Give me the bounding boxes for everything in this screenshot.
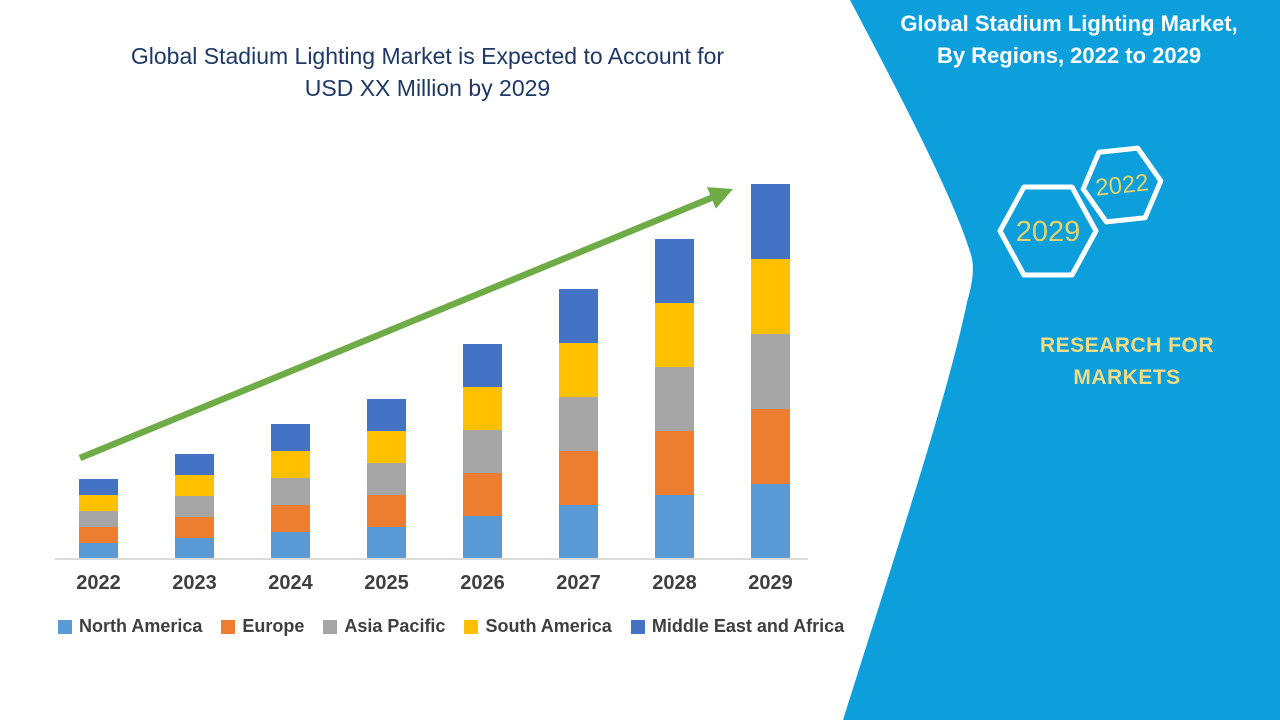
bar-segment-north-america xyxy=(751,484,790,559)
bar-segment-asia-pacific xyxy=(79,511,118,527)
bar-segment-middle-east-and-africa xyxy=(751,184,790,259)
x-axis-label-2023: 2023 xyxy=(172,572,217,594)
bar-segment-europe xyxy=(463,473,502,516)
hexagon-2022-label: 2022 xyxy=(1094,169,1150,201)
legend-swatch xyxy=(323,619,338,634)
bar-segment-south-america xyxy=(175,475,214,496)
x-axis-label-2029: 2029 xyxy=(748,572,793,594)
bar-segment-europe xyxy=(271,505,310,532)
bar-2029 xyxy=(751,184,790,559)
bar-segment-south-america xyxy=(367,431,406,463)
bar-2028 xyxy=(655,239,694,559)
bar-2023 xyxy=(175,454,214,559)
brand-wordmark: RESEARCH FOR MARKETS xyxy=(1018,330,1236,394)
legend-item-north-america: North America xyxy=(58,616,202,637)
bar-2022 xyxy=(79,479,118,559)
brand-line2: MARKETS xyxy=(1073,366,1181,389)
hexagon-2022-badge: 2022 xyxy=(1080,145,1164,225)
legend-item-europe: Europe xyxy=(221,616,304,637)
chart-legend: North America Europe Asia Pacific South Ame… xyxy=(58,616,844,637)
bar-segment-south-america xyxy=(463,387,502,430)
bar-segment-south-america xyxy=(79,495,118,511)
bar-segment-europe xyxy=(655,431,694,495)
bar-segment-asia-pacific xyxy=(271,478,310,505)
hexagon-2029-label: 2029 xyxy=(1016,216,1081,248)
chart-title-line2: USD XX Million by 2029 xyxy=(304,75,551,101)
bar-segment-asia-pacific xyxy=(559,397,598,451)
legend-item-middle-east-and-africa: Middle East and Africa xyxy=(630,616,845,637)
legend-label: Middle East and Africa xyxy=(651,616,845,636)
bar-segment-asia-pacific xyxy=(751,334,790,409)
side-panel-background xyxy=(843,0,1280,720)
bar-segment-north-america xyxy=(271,532,310,559)
x-axis-label-2024: 2024 xyxy=(268,572,313,594)
bar-segment-north-america xyxy=(463,516,502,559)
x-axis-label-2028: 2028 xyxy=(652,572,697,594)
legend-item-south-america: South America xyxy=(464,616,612,637)
side-panel-title-line2: By Regions, 2022 to 2029 xyxy=(936,43,1202,68)
bar-2027 xyxy=(559,289,598,559)
legend-label: South America xyxy=(485,616,612,636)
x-axis-label-2027: 2027 xyxy=(556,572,601,594)
hexagon-2029-badge: 2029 xyxy=(997,184,1099,278)
bar-segment-europe xyxy=(79,527,118,543)
legend-item-asia-pacific: Asia Pacific xyxy=(323,616,445,637)
bar-2024 xyxy=(271,424,310,559)
bar-segment-middle-east-and-africa xyxy=(271,424,310,451)
bar-segment-middle-east-and-africa xyxy=(367,399,406,431)
legend-swatch xyxy=(221,619,236,634)
bar-segment-asia-pacific xyxy=(463,430,502,473)
hexagon-2022-outline xyxy=(1080,145,1164,225)
legend-label: Europe xyxy=(242,616,305,636)
bar-segment-middle-east-and-africa xyxy=(655,239,694,303)
chart-title-line1: Global Stadium Lighting Market is Expect… xyxy=(130,43,725,69)
bar-segment-north-america xyxy=(367,527,406,559)
bar-segment-south-america xyxy=(559,343,598,397)
legend-swatch xyxy=(58,619,72,634)
bar-segment-south-america xyxy=(655,303,694,367)
bar-segment-europe xyxy=(559,451,598,505)
bar-segment-middle-east-and-africa xyxy=(463,344,502,387)
legend-label: North America xyxy=(79,616,203,636)
bar-2026 xyxy=(463,344,502,559)
chart-title: Global Stadium Lighting Market is Expect… xyxy=(55,40,800,104)
side-panel-title-line1: Global Stadium Lighting Market, xyxy=(900,11,1238,36)
bar-segment-europe xyxy=(175,517,214,538)
bar-segment-north-america xyxy=(79,543,118,559)
bar-segment-north-america xyxy=(559,505,598,559)
x-axis-label-2025: 2025 xyxy=(364,572,409,594)
bar-segment-north-america xyxy=(175,538,214,559)
bar-segment-middle-east-and-africa xyxy=(559,289,598,343)
x-axis-line xyxy=(55,558,808,560)
hexagon-2029-outline xyxy=(997,184,1099,278)
legend-label: Asia Pacific xyxy=(344,616,446,636)
bar-segment-asia-pacific xyxy=(175,496,214,517)
bar-segment-south-america xyxy=(271,451,310,478)
side-panel-title: Global Stadium Lighting Market, By Regio… xyxy=(880,8,1258,72)
bar-2025 xyxy=(367,399,406,559)
bar-segment-middle-east-and-africa xyxy=(79,479,118,495)
bar-segment-asia-pacific xyxy=(655,367,694,431)
bar-segment-asia-pacific xyxy=(367,463,406,495)
bar-segment-europe xyxy=(751,409,790,484)
legend-swatch xyxy=(464,619,479,634)
brand-line1: RESEARCH FOR xyxy=(1039,334,1214,357)
x-axis-label-2022: 2022 xyxy=(76,572,121,594)
bar-segment-middle-east-and-africa xyxy=(175,454,214,475)
legend-swatch xyxy=(630,619,645,634)
bar-segment-europe xyxy=(367,495,406,527)
bar-segment-south-america xyxy=(751,259,790,334)
bar-segment-north-america xyxy=(655,495,694,559)
x-axis-label-2026: 2026 xyxy=(460,572,505,594)
